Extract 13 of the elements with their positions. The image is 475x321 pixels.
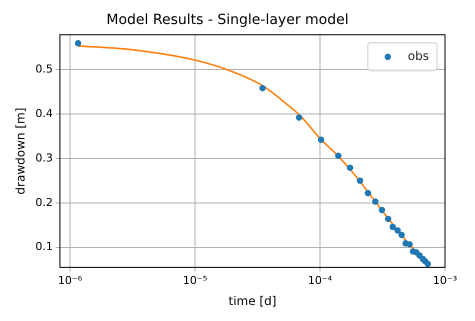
x-tick-label: 10⁻⁵ xyxy=(182,274,208,287)
legend-label: obs xyxy=(408,48,430,63)
chart-title: Model Results - Single-layer model xyxy=(106,12,349,28)
y-tick-label: 0.4 xyxy=(35,106,53,120)
y-tick-label: 0.5 xyxy=(35,62,53,76)
x-tick-label: 10⁻⁶ xyxy=(58,274,83,287)
y-tick-label: 0.2 xyxy=(35,196,53,209)
y-tick-label: 0.1 xyxy=(35,240,53,254)
y-tick-label: 0.3 xyxy=(35,151,53,164)
x-tick-label: 10⁻⁴ xyxy=(308,274,333,287)
x-tick-label: 10⁻³ xyxy=(432,274,458,287)
x-axis-title: time [d] xyxy=(228,294,276,308)
y-axis-title: drawdown [m] xyxy=(13,108,28,195)
